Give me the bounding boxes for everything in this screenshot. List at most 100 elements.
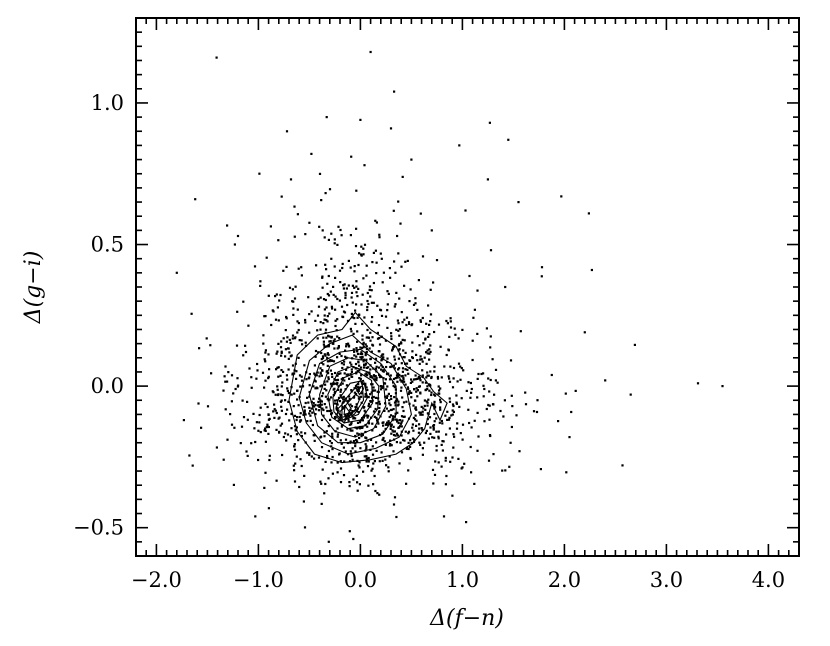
data-point xyxy=(273,416,276,419)
data-point xyxy=(303,411,306,414)
data-point xyxy=(362,416,365,419)
data-point xyxy=(317,409,320,412)
data-point xyxy=(389,414,393,417)
data-point xyxy=(377,422,380,425)
data-point xyxy=(430,391,433,394)
data-point xyxy=(309,414,312,417)
data-point xyxy=(286,378,289,381)
data-point xyxy=(421,413,424,416)
data-point xyxy=(394,362,397,365)
data-point xyxy=(321,229,324,232)
data-point xyxy=(320,358,323,361)
contour-line xyxy=(339,405,350,421)
data-point xyxy=(361,338,364,341)
data-point xyxy=(270,323,273,327)
data-point xyxy=(227,371,230,374)
data-point xyxy=(368,288,371,291)
data-point xyxy=(388,444,392,447)
data-point xyxy=(301,343,304,346)
data-point xyxy=(426,404,429,407)
data-point xyxy=(369,393,372,396)
data-point xyxy=(329,418,332,421)
data-point xyxy=(359,366,363,369)
data-point xyxy=(353,354,356,357)
data-point xyxy=(426,422,429,426)
data-point xyxy=(264,351,267,354)
data-point xyxy=(446,410,449,413)
data-point xyxy=(402,378,405,381)
data-point xyxy=(327,294,331,297)
data-point xyxy=(393,355,396,358)
data-point xyxy=(329,440,332,443)
data-point xyxy=(354,362,358,366)
data-point xyxy=(359,118,362,121)
data-point xyxy=(444,459,447,462)
data-point xyxy=(439,401,442,404)
data-point xyxy=(298,420,302,423)
data-point xyxy=(399,222,402,225)
data-point xyxy=(440,419,443,423)
data-point xyxy=(331,448,334,451)
data-point xyxy=(352,537,355,541)
data-point xyxy=(316,337,319,340)
data-point xyxy=(321,276,324,279)
data-point xyxy=(540,275,543,278)
data-point xyxy=(375,449,378,452)
data-point xyxy=(488,404,491,407)
data-point xyxy=(422,342,425,345)
data-point xyxy=(432,424,435,427)
data-point xyxy=(344,414,347,417)
data-point xyxy=(374,489,377,493)
data-point xyxy=(427,335,430,338)
data-point xyxy=(400,362,403,365)
data-point xyxy=(401,374,404,378)
data-point xyxy=(489,249,493,252)
data-point xyxy=(391,349,394,352)
data-point xyxy=(394,434,397,437)
data-point xyxy=(407,447,410,451)
data-point xyxy=(347,373,350,376)
data-point xyxy=(287,391,290,395)
data-point xyxy=(357,287,360,290)
data-point xyxy=(273,403,276,406)
data-point xyxy=(292,300,295,303)
data-point xyxy=(356,481,359,484)
data-point xyxy=(421,428,424,431)
data-point xyxy=(293,448,297,451)
data-point xyxy=(524,403,528,406)
data-point xyxy=(274,393,277,396)
data-point xyxy=(364,373,367,376)
data-point xyxy=(375,272,378,275)
data-point xyxy=(233,426,236,429)
data-point xyxy=(304,401,307,405)
data-point xyxy=(328,409,331,413)
data-point xyxy=(384,427,387,430)
data-point xyxy=(379,252,382,255)
data-point xyxy=(359,346,362,349)
data-point xyxy=(353,270,356,273)
data-point xyxy=(397,357,400,360)
data-point xyxy=(418,344,421,347)
data-point xyxy=(337,345,340,348)
data-point xyxy=(345,287,348,290)
data-point xyxy=(489,378,492,382)
data-point xyxy=(404,368,407,371)
data-point xyxy=(429,350,432,353)
data-point xyxy=(303,474,306,477)
data-point xyxy=(337,346,340,349)
data-point xyxy=(371,316,374,319)
data-point xyxy=(323,314,326,317)
data-point xyxy=(370,469,373,472)
data-point xyxy=(341,382,344,385)
data-point xyxy=(332,342,335,345)
data-point xyxy=(241,399,244,402)
data-point xyxy=(429,320,432,323)
data-point xyxy=(320,482,323,485)
data-point xyxy=(389,404,392,407)
data-point xyxy=(472,316,475,319)
x-axis-title: Δ(f−n) xyxy=(429,606,504,631)
data-point xyxy=(310,407,313,410)
data-point xyxy=(354,417,357,420)
data-point xyxy=(285,315,288,319)
data-point xyxy=(362,342,365,346)
